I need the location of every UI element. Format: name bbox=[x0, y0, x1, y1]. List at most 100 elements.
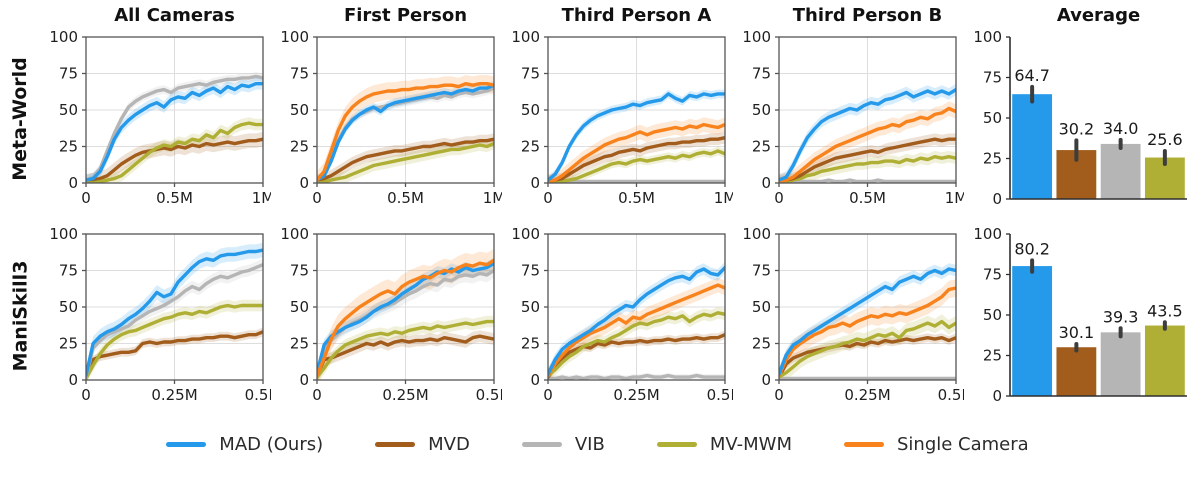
chart-svg: 0 0.25M 0.5M 0 25 50 75 100 bbox=[511, 227, 733, 404]
svg-text:1M: 1M bbox=[483, 189, 502, 207]
chart-meta-world-all-cameras: 0 0.5M 1M 0 25 50 75 100 bbox=[40, 30, 271, 207]
svg-text:0.5M: 0.5M bbox=[245, 386, 271, 404]
svg-text:0: 0 bbox=[530, 371, 540, 389]
svg-text:25.6: 25.6 bbox=[1147, 130, 1183, 149]
svg-text:80.2: 80.2 bbox=[1014, 239, 1050, 258]
svg-text:50: 50 bbox=[983, 306, 1002, 324]
svg-text:0: 0 bbox=[992, 387, 1002, 404]
legend-item-2: VIB bbox=[521, 434, 605, 455]
svg-text:0: 0 bbox=[299, 174, 309, 192]
legend-item-4: Single Camera bbox=[843, 434, 1029, 455]
chart-svg: 0 0.5M 1M 0 25 50 75 100 bbox=[280, 30, 502, 207]
legend-swatch-icon bbox=[656, 442, 697, 447]
legend-label: MAD (Ours) bbox=[219, 434, 324, 455]
chart-svg: 80.2 30.1 39.3 43.5 0 25 50 75 100 bbox=[973, 227, 1187, 404]
svg-text:0.5M: 0.5M bbox=[849, 189, 886, 207]
svg-text:25: 25 bbox=[290, 138, 309, 156]
svg-text:0.25M: 0.25M bbox=[382, 386, 428, 404]
svg-text:0: 0 bbox=[992, 190, 1002, 207]
svg-text:100: 100 bbox=[973, 227, 1002, 243]
svg-text:25: 25 bbox=[752, 138, 771, 156]
svg-text:50: 50 bbox=[59, 101, 78, 119]
svg-text:43.5: 43.5 bbox=[1147, 301, 1183, 320]
svg-text:75: 75 bbox=[521, 262, 540, 280]
chart-svg: 64.7 30.2 34.0 25.6 0 25 50 75 100 bbox=[973, 30, 1187, 207]
svg-text:1M: 1M bbox=[252, 189, 271, 207]
legend-swatch-icon bbox=[521, 442, 562, 447]
column-title-all-cameras: All Cameras bbox=[114, 4, 235, 26]
svg-text:50: 50 bbox=[521, 298, 540, 316]
chart-maniskill3-all-cameras: 0 0.25M 0.5M 0 25 50 75 100 bbox=[40, 207, 271, 404]
svg-text:25: 25 bbox=[752, 335, 771, 353]
svg-text:25: 25 bbox=[983, 150, 1002, 168]
svg-text:0: 0 bbox=[312, 189, 322, 207]
svg-text:100: 100 bbox=[280, 227, 309, 243]
svg-text:0.25M: 0.25M bbox=[844, 386, 890, 404]
svg-text:25: 25 bbox=[521, 138, 540, 156]
svg-text:25: 25 bbox=[290, 335, 309, 353]
legend-label: MVD bbox=[428, 434, 470, 455]
figure-legend: MAD (Ours) MVD VIB MV-MWM Single Camera bbox=[0, 404, 1195, 479]
chart-maniskill3-third-person-a: 0 0.25M 0.5M 0 25 50 75 100 bbox=[502, 207, 733, 404]
legend-label: MV-MWM bbox=[709, 434, 792, 455]
chart-svg: 0 0.25M 0.5M 0 25 50 75 100 bbox=[280, 227, 502, 404]
column-title-third-person-b: Third Person B bbox=[792, 4, 943, 26]
chart-svg: 0 0.25M 0.5M 0 25 50 75 100 bbox=[742, 227, 964, 404]
svg-text:0.5M: 0.5M bbox=[156, 189, 193, 207]
svg-text:0: 0 bbox=[761, 174, 771, 192]
svg-text:1M: 1M bbox=[714, 189, 733, 207]
svg-text:50: 50 bbox=[983, 109, 1002, 127]
svg-text:0.5M: 0.5M bbox=[618, 189, 655, 207]
svg-text:100: 100 bbox=[280, 30, 309, 46]
svg-text:0: 0 bbox=[68, 174, 78, 192]
legend-swatch-icon bbox=[843, 442, 884, 447]
legend-label: Single Camera bbox=[896, 434, 1029, 455]
svg-text:100: 100 bbox=[511, 227, 540, 243]
svg-text:0: 0 bbox=[81, 189, 91, 207]
svg-text:75: 75 bbox=[59, 65, 78, 83]
svg-text:25: 25 bbox=[521, 335, 540, 353]
svg-text:0.5M: 0.5M bbox=[707, 386, 733, 404]
column-title-first-person: First Person bbox=[343, 4, 468, 26]
legend-swatch-icon bbox=[375, 442, 416, 447]
chart-maniskill3-average-bars: 80.2 30.1 39.3 43.5 0 25 50 75 100 bbox=[964, 207, 1195, 404]
svg-text:0.25M: 0.25M bbox=[613, 386, 659, 404]
svg-text:0: 0 bbox=[761, 371, 771, 389]
svg-text:0: 0 bbox=[774, 386, 784, 404]
svg-text:25: 25 bbox=[983, 347, 1002, 365]
svg-text:0: 0 bbox=[68, 371, 78, 389]
svg-text:30.2: 30.2 bbox=[1059, 119, 1095, 138]
row-label-maniskill3-text: ManiSkill3 bbox=[9, 260, 32, 371]
svg-text:50: 50 bbox=[752, 298, 771, 316]
svg-text:50: 50 bbox=[59, 298, 78, 316]
svg-text:100: 100 bbox=[742, 30, 771, 46]
legend-item-0: MAD (Ours) bbox=[166, 434, 323, 455]
figure-corner-spacer bbox=[0, 0, 40, 30]
chart-maniskill3-first-person: 0 0.25M 0.5M 0 25 50 75 100 bbox=[271, 207, 502, 404]
svg-text:75: 75 bbox=[290, 262, 309, 280]
chart-meta-world-third-person-a: 0 0.5M 1M 0 25 50 75 100 bbox=[502, 30, 733, 207]
svg-text:100: 100 bbox=[742, 227, 771, 243]
legend-label: VIB bbox=[574, 434, 605, 455]
svg-text:50: 50 bbox=[521, 101, 540, 119]
svg-text:75: 75 bbox=[983, 69, 1002, 87]
svg-text:75: 75 bbox=[290, 65, 309, 83]
svg-text:34.0: 34.0 bbox=[1103, 119, 1139, 138]
legend-item-1: MVD bbox=[375, 434, 470, 455]
svg-text:0.25M: 0.25M bbox=[151, 386, 197, 404]
svg-text:50: 50 bbox=[752, 101, 771, 119]
svg-text:1M: 1M bbox=[945, 189, 964, 207]
svg-text:0: 0 bbox=[299, 371, 309, 389]
svg-text:0: 0 bbox=[543, 386, 553, 404]
chart-svg: 0 0.5M 1M 0 25 50 75 100 bbox=[742, 30, 964, 207]
svg-text:100: 100 bbox=[973, 30, 1002, 46]
svg-text:25: 25 bbox=[59, 138, 78, 156]
row-label-meta-world: Meta-World bbox=[0, 30, 40, 207]
column-title-third-person-a: Third Person A bbox=[561, 4, 712, 26]
svg-text:75: 75 bbox=[983, 266, 1002, 284]
svg-text:64.7: 64.7 bbox=[1014, 66, 1050, 85]
svg-text:0: 0 bbox=[81, 386, 91, 404]
svg-text:0.5M: 0.5M bbox=[476, 386, 502, 404]
svg-text:100: 100 bbox=[49, 227, 78, 243]
